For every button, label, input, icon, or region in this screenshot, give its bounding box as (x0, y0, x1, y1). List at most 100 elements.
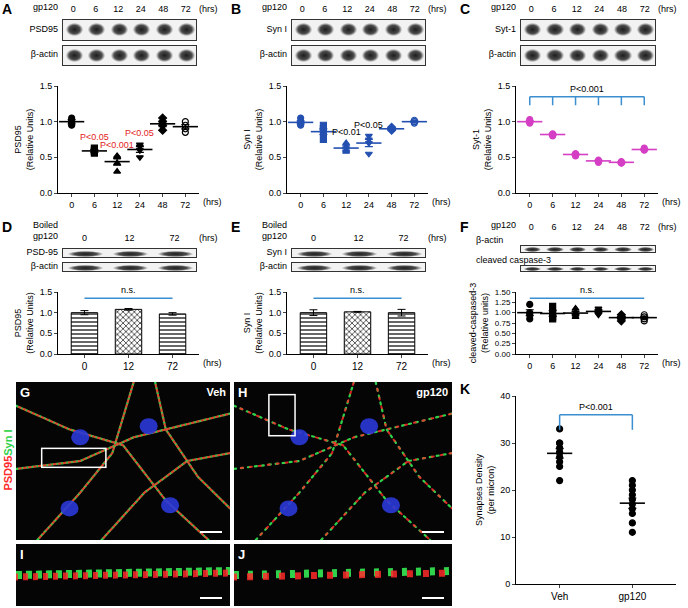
svg-text:1.0: 1.0 (40, 117, 53, 127)
svg-text:PSD95(Relative Units): PSD95(Relative Units) (13, 292, 35, 354)
svg-text:12: 12 (123, 361, 135, 372)
svg-text:n.s.: n.s. (580, 285, 595, 295)
html-text:PSD95: PSD95 (2, 455, 14, 491)
svg-text:24: 24 (593, 361, 603, 371)
svg-text:0.50: 0.50 (495, 329, 511, 338)
svg-text:48: 48 (158, 200, 168, 210)
svg-text:0: 0 (69, 200, 74, 210)
svg-text:1.50: 1.50 (495, 288, 511, 297)
svg-text:20: 20 (500, 485, 510, 495)
svg-text:0: 0 (82, 361, 88, 372)
svg-text:(hrs): (hrs) (432, 358, 451, 368)
svg-text:6: 6 (550, 361, 555, 371)
svg-text:(hrs): (hrs) (662, 197, 681, 207)
svg-text:n.s.: n.s. (121, 285, 136, 295)
svg-text:1.0: 1.0 (498, 117, 511, 127)
svg-text:0: 0 (527, 200, 532, 210)
svg-text:1.0: 1.0 (269, 308, 282, 318)
svg-text:48: 48 (616, 361, 626, 371)
svg-text:1.5: 1.5 (498, 81, 511, 91)
html-text:β-actin: β-actin (488, 49, 516, 60)
svg-text:P<0.001: P<0.001 (570, 84, 604, 94)
svg-text:P<0.001: P<0.001 (100, 140, 134, 150)
svg-text:1.5: 1.5 (40, 287, 53, 297)
svg-text:48: 48 (387, 200, 397, 210)
svg-text:12: 12 (112, 200, 122, 210)
html-text:B: B (231, 1, 242, 17)
svg-text:6: 6 (92, 200, 97, 210)
svg-text:P<0.01: P<0.01 (332, 127, 361, 137)
svg-text:24: 24 (364, 200, 374, 210)
html-text:gp120: gp120 (416, 386, 448, 398)
svg-text:0: 0 (298, 200, 303, 210)
svg-text:40: 40 (500, 391, 510, 401)
html-text:β-actin: β-actin (259, 49, 287, 60)
svg-text:Syt-1(Relative Units): Syt-1(Relative Units) (471, 109, 493, 171)
svg-text:0.0: 0.0 (269, 188, 282, 198)
html-text:A: A (2, 1, 13, 17)
svg-text:P<0.001: P<0.001 (579, 402, 613, 412)
svg-text:1.25: 1.25 (495, 298, 511, 307)
svg-text:gp120: gp120 (618, 591, 646, 602)
svg-text:30: 30 (500, 438, 510, 448)
svg-text:0.25: 0.25 (495, 339, 511, 348)
svg-text:Veh: Veh (551, 591, 568, 602)
svg-text:72: 72 (409, 200, 419, 210)
svg-text:72: 72 (639, 361, 649, 371)
svg-text:0: 0 (505, 579, 510, 589)
svg-text:P<0.05: P<0.05 (354, 120, 383, 130)
svg-text:(hrs): (hrs) (432, 197, 451, 207)
svg-text:Synapses Density(per micron): Synapses Density(per micron) (474, 453, 496, 526)
svg-text:Syn I(Relative Units): Syn I(Relative Units) (242, 109, 264, 171)
svg-text:0.0: 0.0 (269, 349, 282, 359)
svg-text:1.5: 1.5 (269, 287, 282, 297)
html-text:Veh: Veh (206, 386, 226, 398)
svg-text:(hrs): (hrs) (203, 197, 222, 207)
svg-text:48: 48 (616, 200, 626, 210)
svg-text:72: 72 (396, 361, 408, 372)
svg-text:0.75: 0.75 (495, 319, 511, 328)
svg-text:12: 12 (352, 361, 364, 372)
svg-text:0.5: 0.5 (498, 152, 511, 162)
svg-text:24: 24 (135, 200, 145, 210)
svg-text:1.00: 1.00 (495, 308, 511, 317)
html-text:β-actin: β-actin (30, 49, 58, 60)
svg-text:24: 24 (593, 200, 603, 210)
svg-text:P<0.05: P<0.05 (125, 128, 154, 138)
svg-text:0: 0 (527, 361, 532, 371)
svg-text:(hrs): (hrs) (203, 358, 222, 368)
svg-text:10: 10 (500, 532, 510, 542)
svg-text:0.5: 0.5 (40, 328, 53, 338)
html-text:C: C (460, 1, 471, 17)
svg-text:0.5: 0.5 (269, 328, 282, 338)
svg-text:12: 12 (341, 200, 351, 210)
svg-text:0: 0 (311, 361, 317, 372)
svg-text:0.0: 0.0 (40, 188, 53, 198)
svg-text:72: 72 (167, 361, 179, 372)
svg-text:P<0.05: P<0.05 (80, 132, 109, 142)
svg-text:1.5: 1.5 (40, 81, 53, 91)
svg-text:0.5: 0.5 (269, 152, 282, 162)
svg-text:6: 6 (550, 200, 555, 210)
svg-text:cleaved-caspased-3(Relative un: cleaved-caspased-3(Relative units) (468, 283, 490, 364)
svg-text:0.5: 0.5 (40, 152, 53, 162)
svg-text:PSD95(Relative Units): PSD95(Relative Units) (13, 109, 35, 171)
svg-text:12: 12 (571, 200, 581, 210)
svg-text:6: 6 (321, 200, 326, 210)
svg-text:Syn I(Relative Units): Syn I(Relative Units) (242, 292, 264, 354)
html-text:Syn I: Syn I (2, 429, 14, 456)
svg-text:n.s.: n.s. (350, 285, 365, 295)
svg-text:72: 72 (639, 200, 649, 210)
svg-text:12: 12 (571, 361, 581, 371)
svg-text:(hrs): (hrs) (662, 358, 681, 368)
svg-text:1.5: 1.5 (269, 81, 282, 91)
svg-text:1.0: 1.0 (269, 117, 282, 127)
html-text:Syn I: Syn I (266, 23, 287, 34)
svg-text:0.0: 0.0 (40, 349, 53, 359)
svg-text:0.0: 0.0 (498, 188, 511, 198)
svg-text:1.0: 1.0 (40, 308, 53, 318)
html-text:Syt-1: Syt-1 (495, 23, 516, 34)
svg-text:72: 72 (180, 200, 190, 210)
svg-text:0.00: 0.00 (495, 350, 511, 359)
html-text:PSD95: PSD95 (29, 23, 58, 34)
